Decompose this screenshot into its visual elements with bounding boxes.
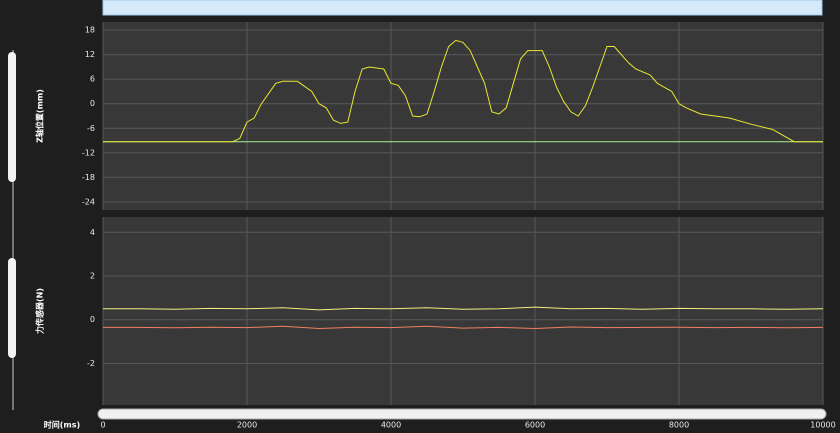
x-tick-label: 10000 [810,421,835,430]
data-line [103,39,823,143]
y-slider[interactable] [8,258,16,358]
y-tick-label: -6 [87,124,95,133]
y-tick-label: 0 [90,315,95,324]
y-tick-label: 4 [90,228,95,237]
y-tick-label: 2 [90,272,95,281]
y-slider[interactable] [8,52,16,182]
top-bar [102,0,823,16]
x-scrollbar[interactable] [97,408,827,420]
y-tick-label: 12 [85,50,95,59]
x-tick-label: 2000 [237,421,257,430]
data-line [103,325,824,330]
y-tick-label: 0 [90,99,95,108]
data-line [103,306,824,311]
y-tick-label: -12 [82,148,95,157]
plot-area [103,217,823,405]
y-tick-label: 18 [85,26,95,35]
x-tick-label: 0 [100,421,105,430]
x-tick-label: 4000 [381,421,401,430]
y-tick-label: -2 [87,359,95,368]
y-axis-label: 力传感器(N) [35,288,45,334]
x-tick-label: 8000 [669,421,689,430]
y-tick-label: -24 [82,197,95,206]
y-axis-label: Z轴位置(mm) [35,89,45,143]
y-tick-label: -18 [82,173,95,182]
x-tick-label: 6000 [525,421,545,430]
plot-area [103,22,823,210]
y-tick-label: 6 [90,75,95,84]
x-axis-label: 时间(ms) [44,420,80,430]
